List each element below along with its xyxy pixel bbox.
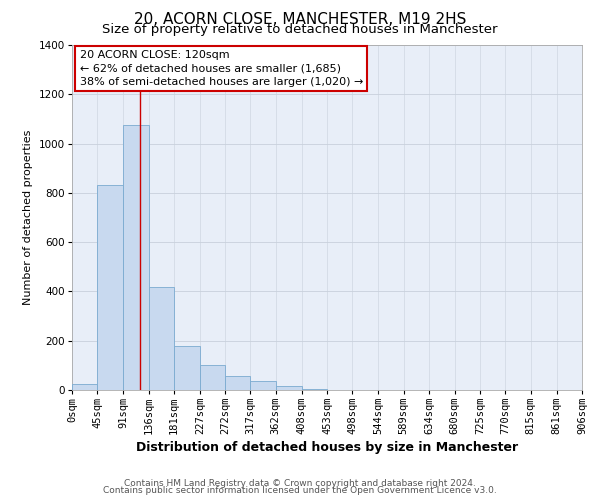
Text: Contains public sector information licensed under the Open Government Licence v3: Contains public sector information licen… — [103, 486, 497, 495]
Bar — [72, 384, 97, 390]
Bar — [149, 286, 174, 390]
Bar — [276, 386, 302, 390]
Text: 20 ACORN CLOSE: 120sqm
← 62% of detached houses are smaller (1,685)
38% of semi-: 20 ACORN CLOSE: 120sqm ← 62% of detached… — [80, 50, 363, 86]
Text: 20, ACORN CLOSE, MANCHESTER, M19 2HS: 20, ACORN CLOSE, MANCHESTER, M19 2HS — [134, 12, 466, 28]
Bar — [302, 389, 327, 390]
Bar — [174, 346, 200, 390]
Bar — [225, 376, 250, 390]
Text: Contains HM Land Registry data © Crown copyright and database right 2024.: Contains HM Land Registry data © Crown c… — [124, 478, 476, 488]
Text: Size of property relative to detached houses in Manchester: Size of property relative to detached ho… — [102, 22, 498, 36]
Bar — [123, 125, 149, 390]
Bar — [250, 382, 276, 390]
Bar — [200, 366, 225, 390]
Y-axis label: Number of detached properties: Number of detached properties — [23, 130, 33, 305]
X-axis label: Distribution of detached houses by size in Manchester: Distribution of detached houses by size … — [136, 442, 518, 454]
Bar — [97, 186, 123, 390]
